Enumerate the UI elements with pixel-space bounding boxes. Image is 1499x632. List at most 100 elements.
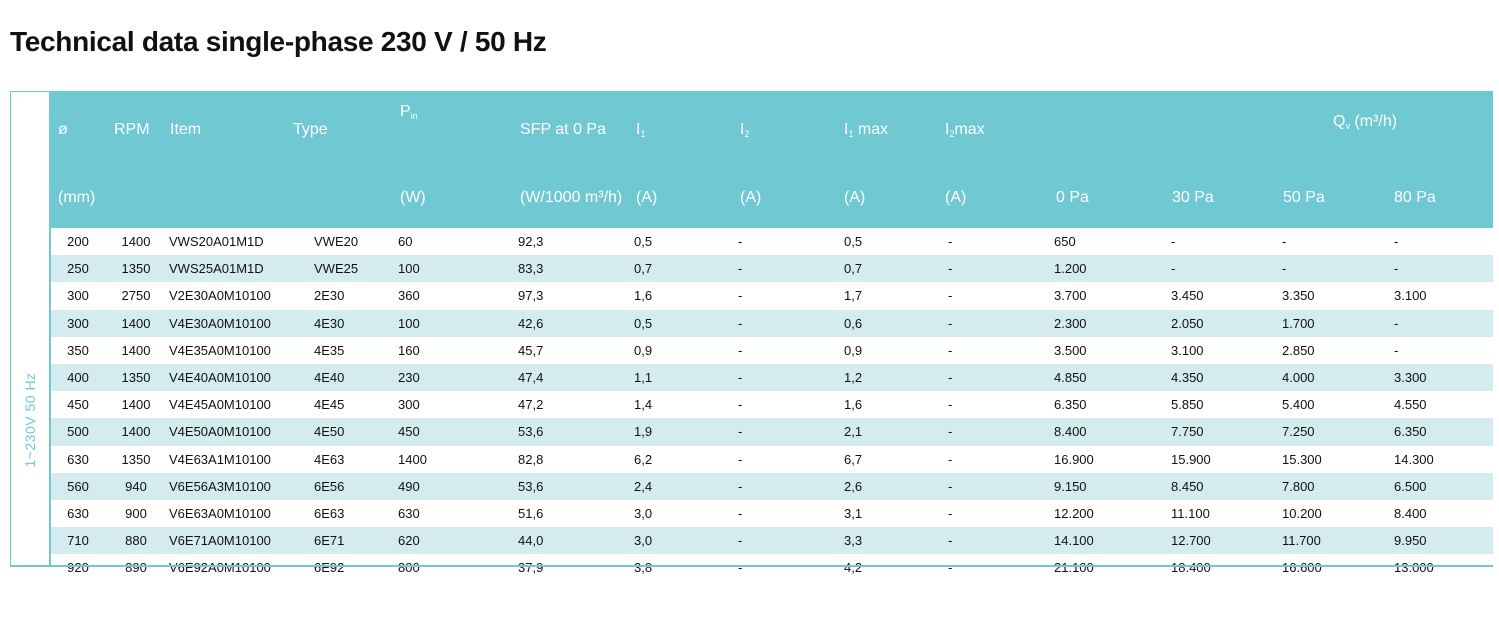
cell-pin: 300 xyxy=(388,391,496,419)
col-i1max-suffix: max xyxy=(853,120,889,138)
cell-i2: - xyxy=(732,418,836,446)
cell-diameter: 300 xyxy=(51,309,109,337)
table-row: 400 1350 V4E40A0M10100 4E40 230 47,4 1,1-1,2-4… xyxy=(51,363,1493,392)
cell-diameter: 200 xyxy=(51,228,109,256)
cell-type: 4E40 xyxy=(278,363,388,392)
cell-qv-0pa: 6.350 xyxy=(1044,391,1157,419)
cell-i2max: - xyxy=(940,336,1044,364)
cell-i1max: 0,5 xyxy=(836,228,940,256)
cell-qv-80pa: - xyxy=(1379,228,1493,256)
unit-sfp: (W/1000 m³/h) xyxy=(520,189,623,206)
cell-i2max: - xyxy=(940,282,1044,310)
cell-qv-80pa: 6.500 xyxy=(1379,472,1493,500)
cell-qv-30pa: 4.350 xyxy=(1157,363,1268,392)
cell-item: V6E56A3M10100 xyxy=(163,472,278,500)
cell-i1max: 0,6 xyxy=(836,309,940,337)
cell-i1: 3,8 xyxy=(628,554,732,582)
cell-i1max: 6,7 xyxy=(836,445,940,473)
cell-rpm: 880 xyxy=(109,527,163,555)
cell-rpm: 1400 xyxy=(109,336,163,364)
cell-sfp: 53,6 xyxy=(496,472,628,500)
cell-i2: - xyxy=(732,499,836,528)
cell-i2: - xyxy=(732,554,836,582)
unit-mm: (mm) xyxy=(58,189,96,206)
cell-diameter: 350 xyxy=(51,336,109,364)
cell-i1max: 3,3 xyxy=(836,527,940,555)
cell-i2: - xyxy=(732,309,836,337)
cell-i2: - xyxy=(732,445,836,473)
unit-a-i1max: (A) xyxy=(844,189,866,206)
cell-sfp: 45,7 xyxy=(496,336,628,364)
cell-qv-80pa: 9.950 xyxy=(1379,527,1493,555)
cell-qv-30pa: 3.450 xyxy=(1157,282,1268,310)
cell-qv-80pa: 8.400 xyxy=(1379,499,1493,528)
pressure-50pa: 50 Pa xyxy=(1283,189,1325,206)
col-i1max: I1 max xyxy=(836,91,940,168)
cell-qv-0pa: 2.300 xyxy=(1044,309,1157,337)
cell-i2max: - xyxy=(940,418,1044,446)
cell-i1max: 4,2 xyxy=(836,554,940,582)
cell-i2max: - xyxy=(940,363,1044,392)
cell-sfp: 92,3 xyxy=(496,228,628,256)
unit-a-i2max: (A) xyxy=(945,189,967,206)
cell-qv-30pa: 11.100 xyxy=(1157,499,1268,528)
cell-rpm: 1350 xyxy=(109,255,163,283)
table-row: 710 880 V6E71A0M10100 6E71 620 44,0 3,0-3,3-14… xyxy=(51,527,1493,555)
cell-i1max: 1,7 xyxy=(836,282,940,310)
cell-i1: 1,1 xyxy=(628,363,732,392)
unit-w: (W) xyxy=(400,189,426,206)
cell-i2: - xyxy=(732,282,836,310)
cell-item: V4E50A0M10100 xyxy=(163,418,278,446)
cell-qv-30pa: 8.450 xyxy=(1157,472,1268,500)
table-row: 200 1400 VWS20A01M1D VWE20 60 92,3 0,5-0,5-650… xyxy=(51,228,1493,256)
table-row: 560 940 V6E56A3M10100 6E56 490 53,6 2,4-2,6-9.… xyxy=(51,472,1493,500)
cell-i1max: 3,1 xyxy=(836,499,940,528)
cell-sfp: 47,2 xyxy=(496,391,628,419)
cell-qv-30pa: 2.050 xyxy=(1157,309,1268,337)
technical-data-table: ø RPM Item Type Pin SFP at 0 Pa I1 I2 I1… xyxy=(51,91,1493,582)
cell-type: 6E92 xyxy=(278,554,388,582)
table-row: 350 1400 V4E35A0M10100 4E35 160 45,7 0,9-0,9-3… xyxy=(51,336,1493,364)
cell-diameter: 710 xyxy=(51,527,109,555)
cell-sfp: 82,8 xyxy=(496,445,628,473)
cell-qv-30pa: 3.100 xyxy=(1157,336,1268,364)
cell-sfp: 37,9 xyxy=(496,554,628,582)
cell-diameter: 450 xyxy=(51,391,109,419)
col-i2-sub: 2 xyxy=(744,128,750,139)
cell-diameter: 300 xyxy=(51,282,109,310)
cell-pin: 230 xyxy=(388,363,496,392)
cell-qv-50pa: 2.850 xyxy=(1268,336,1379,364)
cell-qv-50pa: 15.300 xyxy=(1268,445,1379,473)
cell-item: V4E45A0M10100 xyxy=(163,391,278,419)
table-row: 920 890 V6E92A0M10100 6E92 800 37,9 3,8-4,2-21… xyxy=(51,554,1493,582)
cell-diameter: 400 xyxy=(51,363,109,392)
cell-qv-50pa: - xyxy=(1268,255,1379,283)
col-qv-label: Qv (m³/h) xyxy=(1333,113,1397,131)
cell-i1: 0,5 xyxy=(628,309,732,337)
col-pin-sub: in xyxy=(410,111,418,121)
unit-a-i1: (A) xyxy=(636,189,658,206)
cell-diameter: 920 xyxy=(51,554,109,582)
cell-i2max: - xyxy=(940,472,1044,500)
table-row: 500 1400 V4E50A0M10100 4E50 450 53,6 1,9-2,1-8… xyxy=(51,418,1493,446)
side-divider xyxy=(49,91,51,567)
cell-rpm: 890 xyxy=(109,554,163,582)
table-row: 630 1350 V4E63A1M10100 4E63 1400 82,8 6,2-6,7-… xyxy=(51,445,1493,473)
table-row: 450 1400 V4E45A0M10100 4E45 300 47,2 1,4-1,6-6… xyxy=(51,391,1493,419)
col-diameter: ø xyxy=(58,120,68,138)
cell-qv-0pa: 3.700 xyxy=(1044,282,1157,310)
table-bottom-border xyxy=(10,565,1493,567)
cell-qv-50pa: 4.000 xyxy=(1268,363,1379,392)
cell-qv-30pa: 15.900 xyxy=(1157,445,1268,473)
cell-rpm: 1400 xyxy=(109,418,163,446)
cell-i2max: - xyxy=(940,228,1044,256)
cell-i2max: - xyxy=(940,255,1044,283)
cell-i1: 0,7 xyxy=(628,255,732,283)
cell-item: VWS20A01M1D xyxy=(163,228,278,256)
cell-item: V4E35A0M10100 xyxy=(163,336,278,364)
cell-type: 4E45 xyxy=(278,391,388,419)
cell-i2max: - xyxy=(940,527,1044,555)
cell-qv-50pa: 3.350 xyxy=(1268,282,1379,310)
cell-sfp: 47,4 xyxy=(496,363,628,392)
col-i2: I2 xyxy=(732,91,836,168)
